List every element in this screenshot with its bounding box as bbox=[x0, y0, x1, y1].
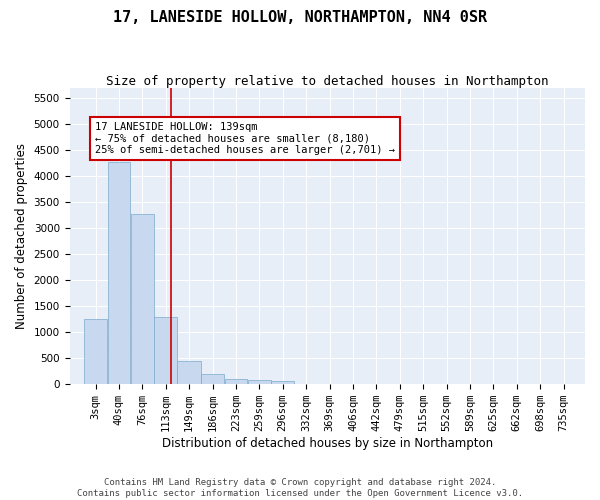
Text: 17 LANESIDE HOLLOW: 139sqm
← 75% of detached houses are smaller (8,180)
25% of s: 17 LANESIDE HOLLOW: 139sqm ← 75% of deta… bbox=[95, 122, 395, 155]
Text: 17, LANESIDE HOLLOW, NORTHAMPTON, NN4 0SR: 17, LANESIDE HOLLOW, NORTHAMPTON, NN4 0S… bbox=[113, 10, 487, 25]
Text: Contains HM Land Registry data © Crown copyright and database right 2024.
Contai: Contains HM Land Registry data © Crown c… bbox=[77, 478, 523, 498]
Bar bbox=[271, 381, 294, 384]
Bar bbox=[107, 162, 130, 384]
Bar bbox=[224, 378, 247, 384]
Bar bbox=[84, 320, 107, 384]
Bar bbox=[248, 380, 271, 384]
Title: Size of property relative to detached houses in Northampton: Size of property relative to detached ho… bbox=[106, 75, 548, 88]
Bar bbox=[178, 361, 200, 384]
Bar bbox=[201, 374, 224, 384]
X-axis label: Distribution of detached houses by size in Northampton: Distribution of detached houses by size … bbox=[162, 437, 493, 450]
Bar bbox=[131, 214, 154, 384]
Bar bbox=[154, 316, 177, 384]
Y-axis label: Number of detached properties: Number of detached properties bbox=[15, 143, 28, 329]
